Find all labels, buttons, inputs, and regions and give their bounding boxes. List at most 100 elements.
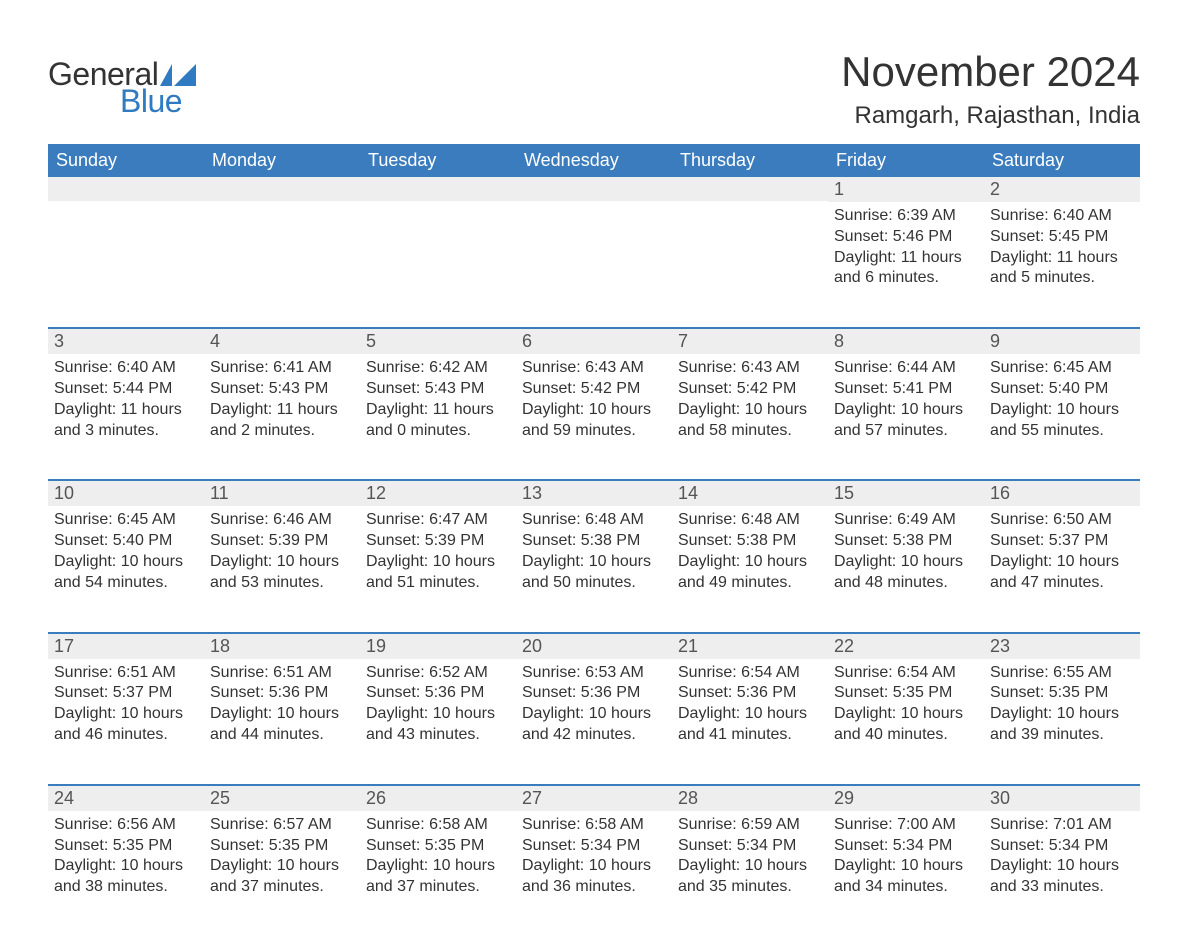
day-cell: 26Sunrise: 6:58 AMSunset: 5:35 PMDayligh… [360,786,516,936]
day-info: Sunrise: 6:45 AMSunset: 5:40 PMDaylight:… [990,358,1134,441]
daylight-line: Daylight: 10 hours and 33 minutes. [990,856,1134,898]
sunrise-line: Sunrise: 6:55 AM [990,663,1134,684]
day-info: Sunrise: 6:53 AMSunset: 5:36 PMDaylight:… [522,663,666,746]
day-number [516,177,672,201]
day-cell: 18 Sunrise: 6:51 AMSunset: 5:36 PMDayligh… [204,634,360,784]
sunrise-line: Sunrise: 6:58 AM [522,815,666,836]
empty-cell [204,177,360,327]
day-info: Sunrise: 6:50 AMSunset: 5:37 PMDaylight:… [990,510,1134,593]
daylight-line: Daylight: 10 hours and 46 minutes. [54,704,198,746]
sunrise-line: Sunrise: 6:41 AM [210,358,354,379]
sunset-line: Sunset: 5:34 PM [834,836,978,857]
day-number: 7 [672,329,828,354]
daylight-line: Daylight: 10 hours and 57 minutes. [834,400,978,442]
day-cell: 3Sunrise: 6:40 AMSunset: 5:44 PMDaylight… [48,329,204,479]
sunset-line: Sunset: 5:36 PM [210,683,354,704]
day-info: Sunrise: 6:40 AMSunset: 5:45 PMDaylight:… [990,206,1134,289]
calendar-row: 10Sunrise: 6:45 AMSunset: 5:40 PMDayligh… [48,479,1140,631]
day-info: Sunrise: 6:56 AMSunset: 5:35 PMDaylight:… [54,815,198,898]
sunset-line: Sunset: 5:36 PM [366,683,510,704]
sunset-line: Sunset: 5:36 PM [522,683,666,704]
daylight-line: Daylight: 10 hours and 48 minutes. [834,552,978,594]
day-number: 17 [48,634,204,659]
day-number: 14 [672,481,828,506]
day-number: 12 [360,481,516,506]
day-info: Sunrise: 6:58 AMSunset: 5:34 PMDaylight:… [522,815,666,898]
sunset-line: Sunset: 5:45 PM [990,227,1134,248]
day-cell: 6Sunrise: 6:43 AMSunset: 5:42 PMDaylight… [516,329,672,479]
location: Ramgarh, Rajasthan, India [841,102,1140,130]
daylight-line: Daylight: 11 hours and 6 minutes. [834,248,978,290]
day-number [672,177,828,201]
day-info: Sunrise: 6:44 AMSunset: 5:41 PMDaylight:… [834,358,978,441]
daylight-line: Daylight: 10 hours and 36 minutes. [522,856,666,898]
day-cell: 11Sunrise: 6:46 AMSunset: 5:39 PMDayligh… [204,481,360,631]
day-cell: 24Sunrise: 6:56 AMSunset: 5:35 PMDayligh… [48,786,204,936]
day-info: Sunrise: 6:46 AMSunset: 5:39 PMDaylight:… [210,510,354,593]
sunrise-line: Sunrise: 6:53 AM [522,663,666,684]
daylight-line: Daylight: 10 hours and 43 minutes. [366,704,510,746]
sunrise-line: Sunrise: 6:49 AM [834,510,978,531]
day-info: Sunrise: 6:58 AMSunset: 5:35 PMDaylight:… [366,815,510,898]
daylight-line: Daylight: 10 hours and 35 minutes. [678,856,822,898]
daylight-line: Daylight: 10 hours and 54 minutes. [54,552,198,594]
day-number: 21 [672,634,828,659]
day-cell: 12Sunrise: 6:47 AMSunset: 5:39 PMDayligh… [360,481,516,631]
sunset-line: Sunset: 5:42 PM [678,379,822,400]
sunrise-line: Sunrise: 6:59 AM [678,815,822,836]
day-number: 20 [516,634,672,659]
daylight-line: Daylight: 10 hours and 39 minutes. [990,704,1134,746]
day-cell: 14Sunrise: 6:48 AMSunset: 5:38 PMDayligh… [672,481,828,631]
day-cell: 21Sunrise: 6:54 AMSunset: 5:36 PMDayligh… [672,634,828,784]
day-number: 4 [204,329,360,354]
sunset-line: Sunset: 5:38 PM [522,531,666,552]
sunset-line: Sunset: 5:35 PM [210,836,354,857]
sunrise-line: Sunrise: 6:50 AM [990,510,1134,531]
calendar-row: 1Sunrise: 6:39 AMSunset: 5:46 PMDaylight… [48,177,1140,327]
sunrise-line: Sunrise: 6:42 AM [366,358,510,379]
day-cell: 8Sunrise: 6:44 AMSunset: 5:41 PMDaylight… [828,329,984,479]
daylight-line: Daylight: 10 hours and 37 minutes. [366,856,510,898]
day-number: 15 [828,481,984,506]
day-info: Sunrise: 6:48 AMSunset: 5:38 PMDaylight:… [522,510,666,593]
weekday-col: Friday [828,144,984,177]
weekday-col: Tuesday [360,144,516,177]
sunset-line: Sunset: 5:36 PM [678,683,822,704]
day-info: Sunrise: 6:54 AMSunset: 5:35 PMDaylight:… [834,663,978,746]
daylight-line: Daylight: 10 hours and 41 minutes. [678,704,822,746]
daylight-line: Daylight: 10 hours and 49 minutes. [678,552,822,594]
daylight-line: Daylight: 11 hours and 3 minutes. [54,400,198,442]
day-cell: 13 Sunrise: 6:48 AMSunset: 5:38 PMDayligh… [516,481,672,631]
sunset-line: Sunset: 5:39 PM [366,531,510,552]
weekday-header: SundayMondayTuesdayWednesdayThursdayFrid… [48,144,1140,177]
day-number: 27 [516,786,672,811]
empty-cell [516,177,672,327]
day-cell: 5Sunrise: 6:42 AMSunset: 5:43 PMDaylight… [360,329,516,479]
sunset-line: Sunset: 5:41 PM [834,379,978,400]
sunrise-line: Sunrise: 6:40 AM [54,358,198,379]
sunrise-line: Sunrise: 6:48 AM [678,510,822,531]
sunrise-line: Sunrise: 6:52 AM [366,663,510,684]
day-number [360,177,516,201]
sunset-line: Sunset: 5:35 PM [54,836,198,857]
day-cell: 28Sunrise: 6:59 AMSunset: 5:34 PMDayligh… [672,786,828,936]
daylight-line: Daylight: 10 hours and 59 minutes. [522,400,666,442]
day-info: Sunrise: 6:52 AMSunset: 5:36 PMDaylight:… [366,663,510,746]
daylight-line: Daylight: 10 hours and 55 minutes. [990,400,1134,442]
sunrise-line: Sunrise: 6:56 AM [54,815,198,836]
sunset-line: Sunset: 5:34 PM [522,836,666,857]
logo: General Blue [48,48,196,120]
sunset-line: Sunset: 5:39 PM [210,531,354,552]
day-number: 18 [204,634,360,659]
daylight-line: Daylight: 10 hours and 37 minutes. [210,856,354,898]
day-info: Sunrise: 6:51 AMSunset: 5:36 PMDaylight:… [210,663,354,746]
weekday-col: Sunday [48,144,204,177]
sunset-line: Sunset: 5:35 PM [366,836,510,857]
day-number: 25 [204,786,360,811]
day-info: Sunrise: 6:40 AMSunset: 5:44 PMDaylight:… [54,358,198,441]
daylight-line: Daylight: 11 hours and 0 minutes. [366,400,510,442]
day-info: Sunrise: 7:00 AMSunset: 5:34 PMDaylight:… [834,815,978,898]
weekday-col: Monday [204,144,360,177]
day-number: 13 [516,481,672,506]
day-number: 10 [48,481,204,506]
